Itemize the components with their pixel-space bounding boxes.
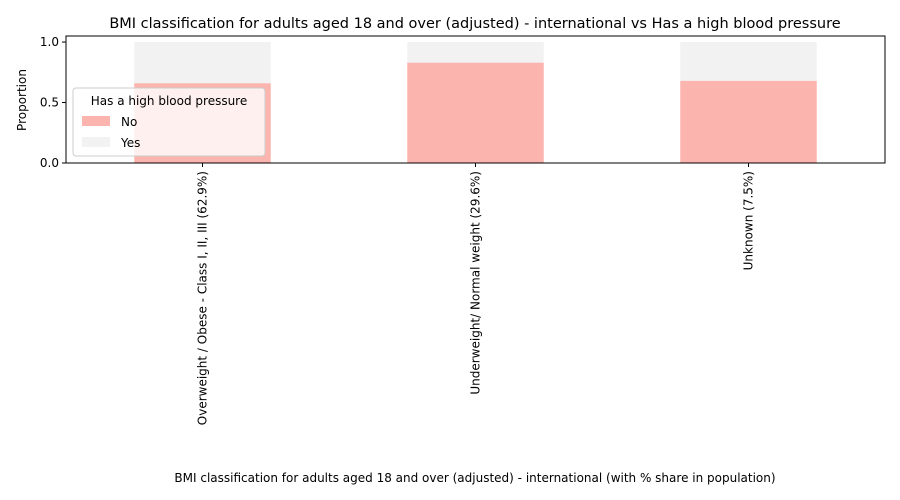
y-tick-label: 0.0	[40, 156, 59, 170]
y-tick-label: 0.5	[40, 96, 59, 110]
legend-items: No Yes	[82, 115, 140, 150]
legend-label-no: No	[121, 115, 137, 129]
y-axis-label: Proportion	[15, 69, 29, 131]
legend-box	[72, 87, 266, 157]
x-axis-label: BMI classification for adults aged 18 an…	[174, 471, 775, 485]
legend-swatch-no	[82, 116, 110, 126]
bar-yes-1	[407, 42, 544, 63]
bar-no-2	[680, 80, 817, 163]
legend: Has a high blood pressure No Yes	[72, 87, 266, 157]
chart-title: BMI classification for adults aged 18 an…	[109, 16, 840, 32]
y-axis-ticks: 0.0 0.5 1.0	[40, 35, 66, 170]
y-tick-label: 1.0	[40, 35, 59, 49]
x-tick-label: Overweight / Obese - Class I, II, III (6…	[196, 171, 210, 425]
bar-no-1	[407, 62, 544, 163]
legend-swatch-yes	[82, 137, 110, 147]
legend-title: Has a high blood pressure	[91, 94, 248, 108]
x-tick-label: Underweight/ Normal weight (29.6%)	[469, 171, 483, 395]
x-tick-label: Unknown (7.5%)	[742, 171, 756, 270]
bar-yes-2	[680, 42, 817, 81]
bar-yes-0	[134, 42, 271, 84]
legend-label-yes: Yes	[120, 136, 140, 150]
x-axis-ticks: Overweight / Obese - Class I, II, III (6…	[196, 163, 756, 425]
